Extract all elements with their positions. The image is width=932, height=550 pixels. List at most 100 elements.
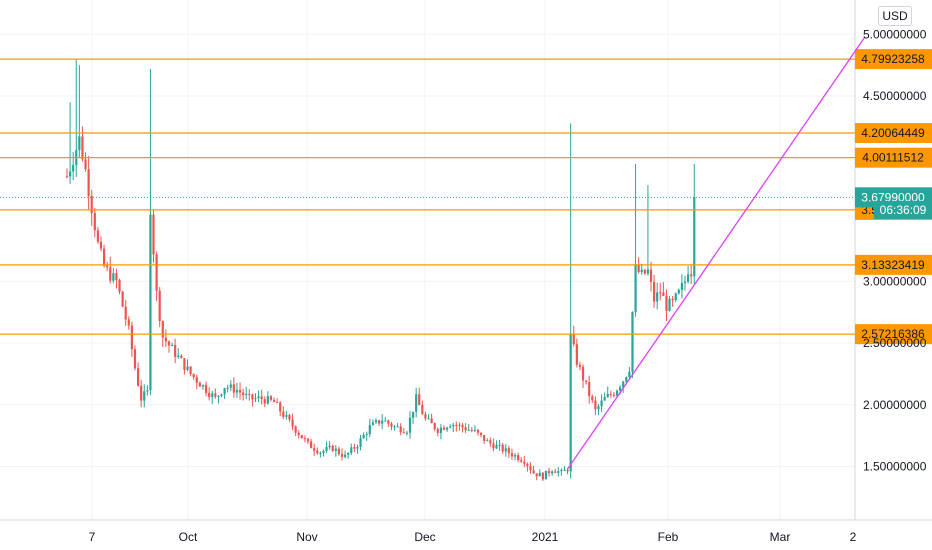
candle-body <box>449 426 452 428</box>
candle-body <box>625 377 628 382</box>
candle-body <box>560 469 563 472</box>
candle-body <box>152 214 155 255</box>
candle-body <box>492 443 495 449</box>
candle-body <box>140 385 143 401</box>
candle-body <box>214 393 217 397</box>
candle-body <box>470 429 473 431</box>
candle-body <box>68 171 72 177</box>
candle-body <box>513 455 517 457</box>
currency-label[interactable]: USD <box>878 6 912 26</box>
candle-body <box>585 380 588 383</box>
candle-body <box>680 283 684 290</box>
candle-body <box>588 382 591 397</box>
candle-body <box>445 427 449 430</box>
candle-body <box>646 269 650 274</box>
candle-body <box>486 440 489 442</box>
candle-body <box>674 293 677 301</box>
candle-body <box>594 400 597 410</box>
candle-body <box>325 447 328 451</box>
candle-body <box>288 415 291 420</box>
candle-body <box>501 444 504 452</box>
candle-body <box>653 281 656 302</box>
level-label: 3.13323419 <box>861 258 925 272</box>
candle-body <box>78 136 81 151</box>
candle-body <box>192 373 195 378</box>
candle-body <box>183 358 186 370</box>
candle-body <box>220 394 223 396</box>
candle-body <box>285 415 288 417</box>
candle-body <box>297 432 300 436</box>
candle-body <box>554 471 557 473</box>
candle-body <box>597 406 600 410</box>
candle-body <box>371 422 375 426</box>
candle-body <box>551 471 554 474</box>
candle-body <box>279 402 282 412</box>
candle-body <box>251 394 254 400</box>
candle-body <box>322 450 325 453</box>
level-label-bg <box>855 147 932 168</box>
candle-body <box>350 447 353 453</box>
candle-body <box>368 425 371 435</box>
trendline <box>567 37 865 470</box>
candle-body <box>328 445 331 448</box>
candle-body <box>374 420 378 423</box>
candle-body <box>557 471 560 473</box>
candle-body <box>619 387 622 391</box>
candle-body <box>201 385 205 387</box>
candle-body <box>177 355 180 357</box>
candle-body <box>198 382 201 387</box>
candle-body <box>232 384 235 393</box>
candle-body <box>690 274 693 277</box>
candle-body <box>353 447 356 449</box>
candle-body <box>575 344 578 365</box>
candle-body <box>523 461 526 464</box>
candle-body <box>520 460 523 462</box>
candle-body <box>208 392 211 397</box>
candle-body <box>634 264 637 313</box>
candle-body <box>615 390 619 396</box>
candle-body <box>662 292 665 297</box>
candle-body <box>310 441 313 449</box>
candle-body <box>581 366 585 381</box>
candle-body <box>180 355 183 359</box>
candle-body <box>254 398 257 400</box>
y-tick-label: 2.50000000 <box>863 336 927 350</box>
candle-body <box>316 450 319 454</box>
y-tick-label: 2.00000000 <box>863 398 927 412</box>
candle-body <box>106 265 109 268</box>
candle-body <box>418 394 421 406</box>
candle-body <box>164 337 167 342</box>
candle-body <box>693 197 696 277</box>
candle-body <box>495 445 498 449</box>
candle-body <box>211 393 214 397</box>
candle-body <box>402 432 405 434</box>
candle-body <box>686 274 690 282</box>
candle-body <box>671 298 674 301</box>
y-tick-label: 4.50000000 <box>863 89 927 103</box>
candle-body <box>665 296 668 311</box>
x-tick-label: Nov <box>296 530 317 544</box>
candle-body <box>631 312 634 372</box>
candle-body <box>158 290 161 322</box>
candle-body <box>640 269 643 273</box>
candle-body <box>331 445 334 451</box>
candle-body <box>547 470 551 474</box>
candle-body <box>72 165 75 172</box>
candle-body <box>649 269 653 282</box>
candle-body <box>127 319 130 326</box>
candle-body <box>229 384 232 388</box>
candle-body <box>526 463 529 467</box>
candle-body <box>436 429 439 433</box>
candle-body <box>146 390 149 392</box>
candle-body <box>133 349 137 369</box>
candle-body <box>476 429 480 433</box>
candle-body <box>340 453 344 457</box>
candle-body <box>260 396 263 400</box>
candle-body <box>538 472 541 477</box>
candle-body <box>121 291 124 307</box>
candle-body <box>393 426 396 428</box>
candle-body <box>124 306 127 320</box>
candle-body <box>442 427 446 430</box>
